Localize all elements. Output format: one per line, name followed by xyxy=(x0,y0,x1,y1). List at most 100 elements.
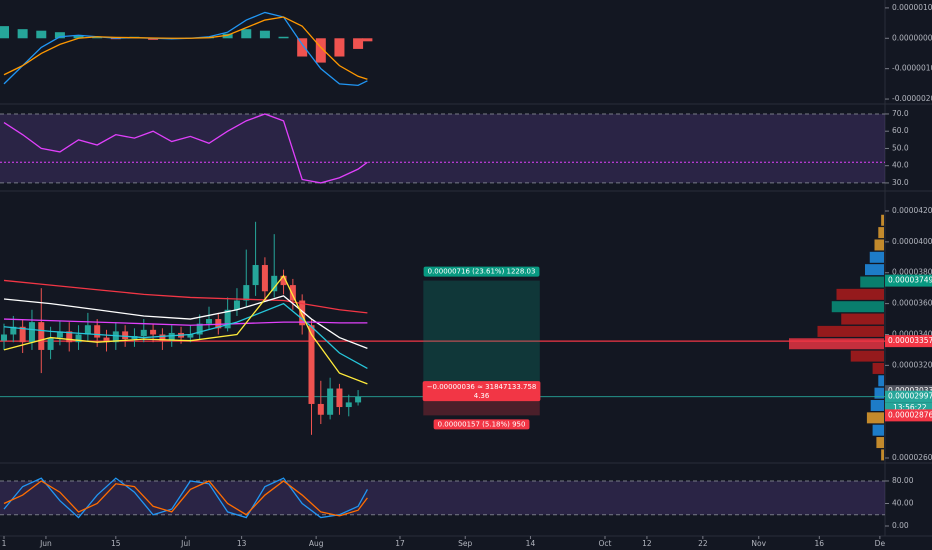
candle-body xyxy=(327,388,334,415)
x-tick-label: Sep xyxy=(458,539,472,548)
histogram-bar xyxy=(315,38,326,63)
candle-body xyxy=(187,334,194,338)
volume-profile-bar xyxy=(869,251,884,263)
candle-body xyxy=(205,319,212,324)
entry-label-text: −0.00000036 ≈ 31847133.758 xyxy=(427,383,537,391)
candle-body xyxy=(140,329,147,337)
histogram-bar xyxy=(0,26,10,39)
x-tick-label: Jul xyxy=(180,539,190,548)
band xyxy=(0,113,885,183)
price-label-box xyxy=(885,409,932,422)
series-line xyxy=(3,480,368,517)
x-tick-label: 14 xyxy=(526,539,536,548)
candle-body xyxy=(308,325,315,404)
y-tick-label: 40.00 xyxy=(892,498,914,507)
histogram-bar xyxy=(92,36,103,39)
candle-body xyxy=(75,334,82,343)
volume-profile-bar xyxy=(878,227,884,239)
candle-body xyxy=(233,300,240,310)
candle-body xyxy=(336,388,343,408)
candle-body xyxy=(1,334,8,341)
volume-profile-bar xyxy=(872,424,884,436)
volume-profile-bar xyxy=(866,412,884,424)
volume-profile-bar xyxy=(874,239,884,251)
histogram-bar xyxy=(36,30,47,39)
series-line xyxy=(3,279,368,314)
x-tick-label: 22 xyxy=(698,539,708,548)
price-label-box xyxy=(885,335,932,348)
histogram-bar xyxy=(54,32,65,39)
x-tick-label: 15 xyxy=(111,539,121,548)
price-label-text: 0.00002997 xyxy=(888,392,932,401)
volume-profile-bar xyxy=(865,264,884,276)
countdown-box xyxy=(885,402,932,414)
candle-body xyxy=(224,309,231,329)
candle-body xyxy=(38,322,45,350)
position-profit-zone xyxy=(423,280,540,392)
histogram-bar xyxy=(297,38,308,57)
candle-body xyxy=(56,331,63,338)
target-label-text: 0.00000716 (23.61%) 1228.03 xyxy=(428,268,536,276)
histogram-bar xyxy=(353,38,364,49)
stop-label-text: 0.00000157 (5.18%) 950 xyxy=(438,420,526,428)
histogram-bar xyxy=(73,35,84,39)
candle-body xyxy=(10,326,17,335)
candle-body xyxy=(280,275,287,286)
price-label-text: 0.00003033 xyxy=(888,386,932,395)
entry-label-box xyxy=(422,381,541,402)
histogram-bar xyxy=(362,38,373,42)
volume-profile-bar xyxy=(860,276,884,288)
volume-profile-bar xyxy=(870,399,884,411)
series-line xyxy=(3,477,368,519)
series-line xyxy=(3,295,368,349)
y-tick-label: 0.00000000 xyxy=(892,33,932,42)
candle-body xyxy=(47,337,54,350)
series-line xyxy=(3,302,368,370)
volume-profile-bar xyxy=(881,214,884,226)
histogram-bar xyxy=(278,36,289,39)
target-label: 0.00000716 (23.61%) 1228.03 xyxy=(423,266,540,277)
histogram-bar xyxy=(334,38,345,57)
x-tick-label: Aug xyxy=(309,539,324,548)
price-label-text: 0.00003749 xyxy=(888,276,932,285)
volume-profile-bar xyxy=(817,325,884,337)
entry-sublabel-text: 4.36 xyxy=(474,392,490,400)
volume-profile-bar xyxy=(872,362,884,374)
candle-body xyxy=(317,403,324,415)
candle-body xyxy=(261,265,268,292)
y-tick-label: 60.0 xyxy=(892,126,909,135)
volume-profile-bar xyxy=(874,387,884,399)
histogram-bar xyxy=(259,30,270,39)
stop-label: 0.00000157 (5.18%) 950 xyxy=(433,419,530,430)
volume-profile-bar xyxy=(876,437,884,449)
candle-body xyxy=(243,285,250,301)
x-tick-label: Nov xyxy=(751,539,766,548)
series-line xyxy=(3,318,368,326)
target-label-box xyxy=(423,266,540,277)
x-tick-label: 17 xyxy=(395,539,405,548)
candle-body xyxy=(252,265,259,286)
histogram-bar xyxy=(17,29,28,39)
x-tick-label: 12 xyxy=(642,539,652,548)
candle-body xyxy=(345,402,352,408)
series-line xyxy=(3,113,368,184)
series-line xyxy=(3,16,368,80)
histogram-bar xyxy=(148,38,159,40)
volume-profile-bar xyxy=(831,301,884,313)
band xyxy=(0,480,885,515)
price-label-text: 0.00003357 xyxy=(888,336,932,345)
candle-body xyxy=(289,285,296,301)
y-tick-label: 30.0 xyxy=(892,178,909,187)
candle-body xyxy=(112,331,119,343)
candle-body xyxy=(94,325,101,338)
volume-profile-bar xyxy=(878,375,884,387)
